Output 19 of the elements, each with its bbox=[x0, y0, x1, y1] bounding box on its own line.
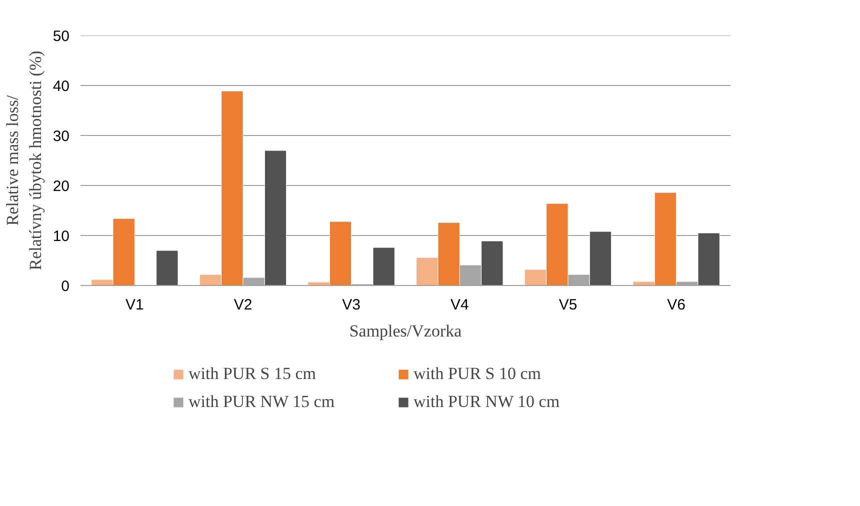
bar bbox=[156, 250, 178, 286]
y-tick-label: 50 bbox=[52, 28, 70, 45]
x-tick-label: V6 bbox=[667, 296, 686, 314]
y-tick-label: 40 bbox=[52, 78, 70, 95]
legend-label: with PUR S 15 cm bbox=[188, 364, 318, 384]
x-tick-label: V3 bbox=[342, 296, 361, 314]
y-tick-label: 0 bbox=[61, 278, 70, 295]
y-tick-label: 30 bbox=[52, 128, 70, 145]
y-tick-label: 10 bbox=[52, 228, 70, 245]
y-tick-label: 20 bbox=[52, 178, 70, 195]
legend-label: with PUR NW 10 cm bbox=[414, 392, 561, 412]
x-tick-label: V5 bbox=[558, 296, 578, 314]
x-tick-label: V4 bbox=[450, 296, 469, 314]
legend-label: with PUR S 10 cm bbox=[414, 364, 542, 384]
x-tick-label: V1 bbox=[125, 296, 144, 314]
x-axis-title: Samples/Vzorka bbox=[349, 322, 462, 340]
x-tick-label: V2 bbox=[234, 296, 252, 314]
y-axis-title: Relative mass loss/ Relatívny úbytok hmotnosti (%) bbox=[3, 50, 45, 270]
legend-label: with PUR NW 15 cm bbox=[188, 392, 336, 412]
